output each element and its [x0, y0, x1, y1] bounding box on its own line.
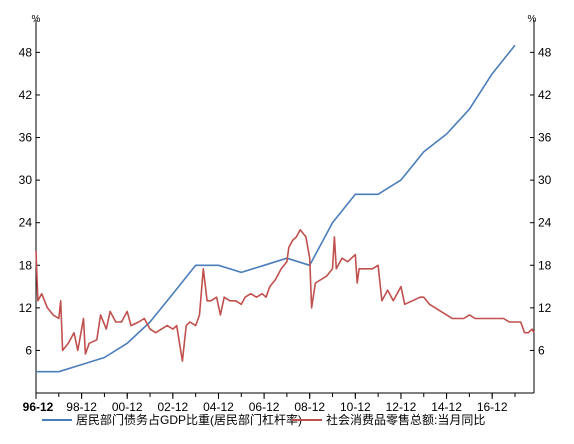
right-tick-label: 30: [538, 173, 552, 187]
x-tick-label: 16-12: [477, 400, 508, 414]
left-tick-label: 18: [19, 258, 33, 272]
right-unit-label: %: [528, 14, 537, 25]
left-y-axis: % 6 12 18 24 30 36 42 48: [19, 14, 41, 393]
left-tick-label: 42: [19, 88, 33, 102]
right-y-axis: % 6 12 18 24 30 36 42 48: [528, 14, 552, 393]
x-tick-label: 02-12: [158, 400, 189, 414]
left-tick-label: 24: [19, 216, 33, 230]
left-tick-label: 48: [19, 45, 33, 59]
right-tick-label: 36: [538, 131, 552, 145]
right-tick-label: 48: [538, 45, 552, 59]
left-tick-label: 36: [19, 131, 33, 145]
x-tick-label: 96-12: [23, 400, 54, 414]
right-tick-label: 6: [538, 343, 545, 357]
right-tick-label: 42: [538, 88, 552, 102]
left-tick-label: 12: [19, 301, 33, 315]
left-unit-label: %: [32, 14, 41, 25]
legend-label-1: 居民部门债务占GDP比重(居民部门杠杆率): [76, 412, 302, 427]
x-tick-label: 08-12: [294, 400, 325, 414]
series-line-2: [35, 229, 535, 362]
x-tick-label: 14-12: [431, 400, 462, 414]
x-tick-label: 98-12: [66, 400, 97, 414]
series-line-1: [36, 44, 516, 373]
x-tick-label: 04-12: [203, 400, 234, 414]
x-tick-label: 00-12: [112, 400, 143, 414]
right-tick-label: 12: [538, 301, 552, 315]
left-tick-label: 6: [25, 343, 32, 357]
legend: 居民部门债务占GDP比重(居民部门杠杆率) 社会消费品零售总额:当月同比: [42, 412, 485, 427]
left-tick-label: 30: [19, 173, 33, 187]
x-tick-label: 10-12: [340, 400, 371, 414]
x-tick-label: 06-12: [249, 400, 280, 414]
series-lines: [35, 44, 535, 373]
right-tick-label: 18: [538, 258, 552, 272]
x-axis: 96-12 98-12 00-12 02-12 04-12 06-12 08-12 10-12…: [23, 392, 534, 414]
legend-label-2: 社会消费品零售总额:当月同比: [326, 412, 485, 427]
x-tick-label: 12-12: [386, 400, 417, 414]
right-tick-label: 24: [538, 216, 552, 230]
